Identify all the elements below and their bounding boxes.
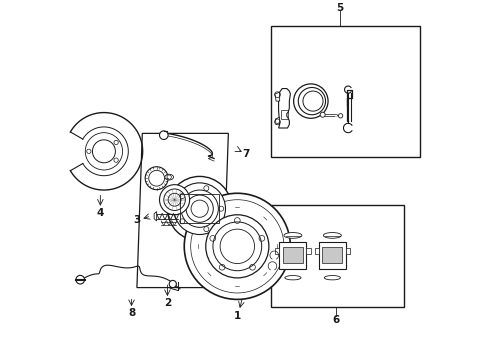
Circle shape <box>180 194 184 199</box>
Text: 3: 3 <box>133 215 140 225</box>
Text: 4: 4 <box>97 208 104 219</box>
Circle shape <box>159 131 168 139</box>
Circle shape <box>167 176 231 241</box>
Circle shape <box>320 112 325 117</box>
Circle shape <box>174 183 225 234</box>
Text: 1: 1 <box>234 311 241 321</box>
Polygon shape <box>274 92 279 101</box>
Polygon shape <box>154 212 156 221</box>
Circle shape <box>298 87 325 115</box>
Circle shape <box>180 219 184 224</box>
Polygon shape <box>322 247 342 264</box>
Ellipse shape <box>164 174 173 180</box>
Polygon shape <box>278 89 290 128</box>
Text: 7: 7 <box>242 149 249 159</box>
Polygon shape <box>283 247 302 264</box>
Circle shape <box>145 167 168 190</box>
Circle shape <box>169 280 176 288</box>
Ellipse shape <box>285 275 301 280</box>
Polygon shape <box>275 248 279 253</box>
Circle shape <box>218 206 223 211</box>
Circle shape <box>159 185 189 215</box>
Circle shape <box>338 114 342 118</box>
Text: 6: 6 <box>332 315 339 325</box>
Polygon shape <box>318 242 345 269</box>
Text: 5: 5 <box>335 3 343 13</box>
Polygon shape <box>137 134 228 288</box>
Circle shape <box>205 215 268 278</box>
Text: 8: 8 <box>128 309 135 318</box>
Bar <box>271 26 419 157</box>
Circle shape <box>203 227 208 232</box>
Circle shape <box>293 84 327 118</box>
Ellipse shape <box>323 233 341 238</box>
Polygon shape <box>314 248 318 253</box>
Circle shape <box>203 186 208 191</box>
Polygon shape <box>345 248 349 253</box>
Ellipse shape <box>324 275 340 280</box>
Polygon shape <box>279 242 306 269</box>
Ellipse shape <box>284 233 301 238</box>
Bar <box>271 205 403 307</box>
Circle shape <box>184 193 290 300</box>
Circle shape <box>76 275 84 284</box>
Polygon shape <box>306 248 310 253</box>
Polygon shape <box>275 117 279 125</box>
Circle shape <box>303 91 323 111</box>
Text: 2: 2 <box>163 298 171 308</box>
